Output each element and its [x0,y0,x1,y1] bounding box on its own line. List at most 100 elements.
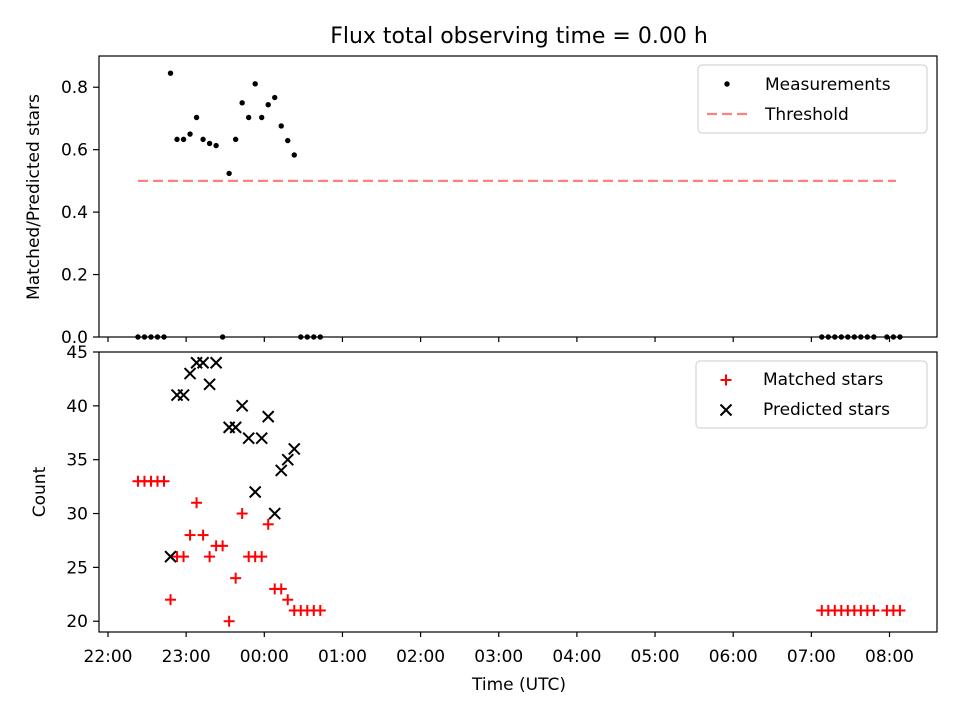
top-y-axis-label: Matched/Predicted stars [24,94,44,300]
legend-matched-marker [720,374,732,386]
predicted-star-point [255,431,268,445]
predicted-star-point [164,550,177,563]
matched-star-point [868,604,880,616]
x-tick-label: 00:00 [240,647,289,667]
legend-matched-label: Matched stars [763,370,883,390]
top-y-tick-label: 0.6 [61,141,88,161]
predicted-star-point [235,399,249,413]
matched-star-point [236,508,248,520]
matched-star-point [282,594,294,606]
count-points [132,356,906,627]
measurement-point [226,170,232,177]
chart-title: Flux total observing time = 0.00 h [330,24,708,49]
predicted-star-point [268,507,281,520]
matched-star-point [158,475,170,487]
predicted-star-point [209,356,223,369]
measurement-point [272,94,278,101]
predicted-star-point [196,356,210,369]
matched-star-point [275,583,287,595]
top-y-tick-label: 0.2 [61,266,88,286]
top-y-tick-label: 0.8 [61,78,88,98]
matched-star-point [204,551,216,563]
bottom-legend-box [695,360,928,429]
bottom-x-ticks: 22:00 23:00 00:00 01:00 02:00 03:00 04:00 05:00… [84,632,914,667]
bottom-y-tick-label: 20 [66,612,88,632]
top-plot-frame [98,55,938,338]
bottom-y-tick-label: 25 [66,558,88,578]
x-tick-label: 04:00 [552,647,601,667]
bottom-panel: 20 25 30 35 40 45 22:00 23:00 00:00 01:00 02:00 03… [30,343,938,695]
predicted-star-point [229,421,242,434]
matched-star-point [165,594,177,606]
measurement-point [285,137,291,144]
predicted-star-point [242,431,255,445]
x-tick-label: 02:00 [396,647,445,667]
matched-star-point [894,604,906,616]
measurement-point [258,114,265,121]
x-tick-label: 01:00 [318,647,367,667]
predicted-star-point [248,485,262,499]
matched-star-point [262,518,274,530]
top-panel: 0.00.20.40.60.8 Matched/Predicted stars … [24,55,938,348]
legend-predicted-label: Predicted stars [763,400,890,420]
legend-predicted-marker [719,403,733,417]
measurement-point [265,102,271,108]
measurement-point [239,100,245,106]
measurement-point [252,81,258,87]
predicted-star-point [203,378,216,391]
bottom-y-ticks: 20 25 30 35 40 45 [66,343,99,632]
legend-measurements-marker [724,81,730,87]
measurement-point [245,114,252,121]
matched-star-point [230,572,242,584]
predicted-star-point [183,367,197,380]
measurement-point [232,136,239,143]
matched-star-point [178,551,190,563]
x-tick-label: 22:00 [84,647,133,667]
measurement-point [278,123,284,129]
predicted-star-point [275,464,288,477]
top-y-tick-label: 0.0 [61,328,88,348]
bottom-y-tick-label: 30 [66,505,88,525]
measurement-point [213,142,219,149]
matched-star-point [184,529,196,541]
x-tick-label: 07:00 [787,647,836,667]
measurement-point [193,114,200,121]
matched-star-point [223,615,235,627]
measurement-points [135,70,903,340]
x-tick-label: 05:00 [631,647,680,667]
measurement-point [180,136,187,143]
measurement-point [167,70,174,76]
bottom-y-tick-label: 45 [66,343,88,363]
measurement-point [174,136,180,143]
top-legend-box [697,64,928,134]
bottom-plot-frame [98,351,938,633]
measurement-point [291,152,297,158]
matched-star-point [191,497,203,509]
legend-measurements-label: Measurements [765,75,891,95]
predicted-star-point [177,388,190,402]
legend-cross [719,403,733,417]
x-tick-label: 03:00 [474,647,523,667]
bottom-y-tick-label: 40 [66,397,88,417]
bottom-y-axis-label: Count [30,466,50,517]
bottom-legend: Matched stars Predicted stars [695,360,928,429]
top-y-tick-label: 0.4 [61,203,88,223]
matched-star-point [197,529,209,541]
predicted-star-point [262,410,275,423]
legend-threshold-label: Threshold [764,105,849,125]
measurement-point [200,136,206,143]
bottom-y-tick-label: 35 [66,451,88,471]
predicted-star-point [281,453,294,466]
top-x-ticks [107,337,891,342]
x-tick-label: 08:00 [865,647,914,667]
predicted-star-point [288,442,301,456]
x-tick-label: 23:00 [162,647,211,667]
matched-star-point [256,551,268,563]
x-axis-label: Time (UTC) [471,675,566,695]
x-tick-label: 06:00 [709,647,758,667]
matched-star-point [217,540,229,552]
measurement-point [187,131,193,137]
legend-plus [720,374,732,386]
measurement-point [206,140,213,147]
